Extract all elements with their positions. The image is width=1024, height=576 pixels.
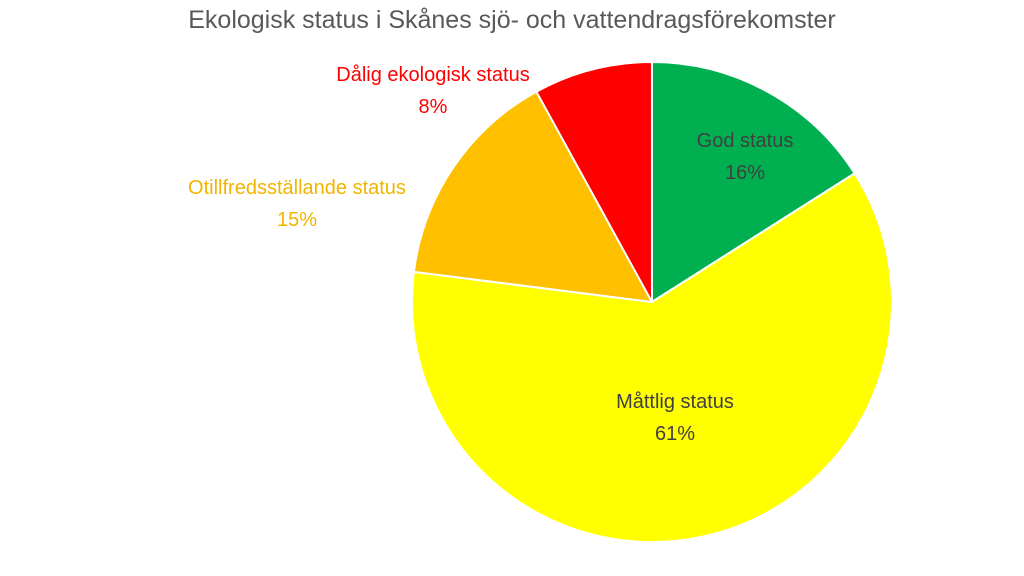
pie-slice-1 [651,60,857,304]
slice-label-2: Måttlig status [616,391,734,413]
slice-label-4: Dålig ekologisk status [336,64,529,86]
slice-value-2: 61% [655,423,695,445]
pie-slice-4 [535,60,653,303]
pie-slice-2 [411,172,893,543]
slice-label-1: God status [697,130,794,152]
slice-value-3: 15% [277,209,317,231]
slice-label-3: Otillfredsställande status [188,177,406,199]
slice-value-4: 8% [419,96,448,118]
slice-value-1: 16% [725,162,765,184]
chart-title: Ekologisk status i Skånes sjö- och vatte… [188,6,836,34]
pie-slice-3 [412,90,654,304]
